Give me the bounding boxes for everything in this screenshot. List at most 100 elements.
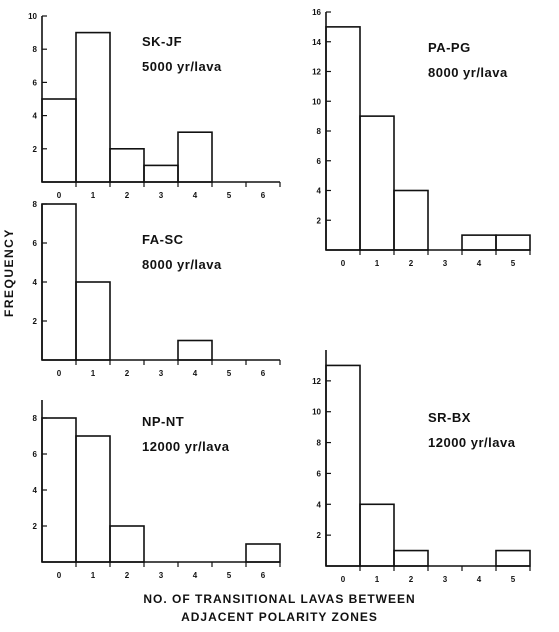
histogram-bar	[75, 435, 111, 563]
x-tick-label: 0	[57, 369, 62, 378]
x-tick-label: 4	[193, 369, 198, 378]
x-tick-label: 3	[159, 369, 164, 378]
histogram-bar	[177, 339, 213, 361]
histogram-bar	[495, 549, 531, 567]
x-tick-label: 4	[477, 575, 482, 584]
annotation-rate: 8000 yr/lava	[142, 257, 222, 272]
histogram-sk-jf: 2 4 6 8 10 0 1 2 3 4 5 6	[28, 12, 281, 200]
histogram-bar	[245, 543, 281, 563]
histogram-bar	[41, 417, 77, 563]
histogram-bar	[325, 364, 361, 567]
y-tick-label: 14	[312, 38, 321, 47]
y-tick-label: 6	[33, 450, 38, 459]
y-tick-label: 8	[33, 200, 38, 209]
histogram-bar	[75, 281, 111, 361]
x-tick-label: 1	[91, 191, 96, 200]
x-tick-label: 1	[91, 369, 96, 378]
x-tick-label: 5	[227, 369, 232, 378]
x-tick-label: 4	[193, 571, 198, 580]
y-tick-label: 10	[312, 408, 321, 417]
x-axis-title-line2: ADJACENT POLARITY ZONES	[181, 610, 378, 624]
histogram-bar	[393, 549, 429, 567]
y-tick-label: 16	[312, 8, 321, 17]
annotation-label: SR-BX	[428, 410, 471, 425]
y-axis-title: FREQUENCY	[2, 228, 16, 317]
y-tick-label: 2	[317, 531, 322, 540]
y-tick-label: 4	[33, 112, 38, 121]
annotation-rate: 12000 yr/lava	[428, 435, 516, 450]
x-tick-label: 3	[443, 575, 448, 584]
x-tick-label: 1	[375, 259, 380, 268]
x-tick-label: 5	[227, 191, 232, 200]
y-tick-label: 4	[317, 500, 322, 509]
x-tick-label: 2	[125, 191, 130, 200]
y-tick-label: 2	[33, 317, 38, 326]
histogram-bar	[393, 189, 429, 251]
x-tick-label: 1	[91, 571, 96, 580]
x-tick-label: 3	[159, 571, 164, 580]
histogram-bar	[495, 234, 531, 251]
histogram-bar	[461, 234, 497, 251]
y-tick-label: 4	[33, 486, 38, 495]
y-tick-label: 2	[33, 522, 38, 531]
histogram-bar	[325, 26, 361, 251]
x-tick-label: 4	[477, 259, 482, 268]
annotation-rate: 8000 yr/lava	[428, 65, 508, 80]
histogram-bar	[109, 148, 145, 183]
histogram-fa-sc: 2 4 6 8 0 1 2 3 4 5 6	[33, 200, 281, 378]
histogram-bar	[109, 525, 145, 563]
x-tick-label: 2	[125, 571, 130, 580]
x-tick-label: 3	[443, 259, 448, 268]
y-tick-label: 8	[317, 439, 322, 448]
x-tick-label: 5	[511, 575, 516, 584]
y-tick-label: 6	[33, 78, 38, 87]
panel-annotation-sr-bx: SR-BX 12000 yr/lava	[428, 410, 515, 450]
histogram-bar	[177, 131, 213, 183]
x-tick-label: 2	[409, 259, 414, 268]
x-tick-label: 6	[261, 369, 266, 378]
x-tick-label: 3	[159, 191, 164, 200]
histogram-np-nt: 2 4 6 8 0 1 2 3 4 5 6	[33, 400, 281, 580]
histogram-bar	[41, 98, 77, 183]
annotation-rate: 5000 yr/lava	[142, 59, 222, 74]
y-tick-label: 6	[33, 239, 38, 248]
y-tick-label: 12	[312, 68, 321, 77]
x-tick-label: 6	[261, 191, 266, 200]
y-tick-label: 8	[33, 414, 38, 423]
x-tick-label: 2	[409, 575, 414, 584]
y-tick-label: 8	[317, 127, 322, 136]
annotation-label: SK-JF	[142, 34, 183, 49]
histogram-bar	[143, 164, 179, 183]
annotation-label: FA-SC	[142, 232, 184, 247]
y-tick-label: 10	[28, 12, 37, 21]
y-tick-label: 6	[317, 469, 322, 478]
annotation-label: PA-PG	[428, 40, 471, 55]
histogram-bar	[75, 31, 111, 183]
x-tick-label: 0	[57, 191, 62, 200]
panel-annotation-np-nt: NP-NT 12000 yr/lava	[142, 414, 229, 454]
y-tick-label: 2	[317, 216, 322, 225]
y-tick-label: 8	[33, 45, 38, 54]
histogram-bar	[359, 503, 395, 567]
annotation-label: NP-NT	[142, 414, 185, 429]
histogram-bar	[41, 203, 77, 361]
x-axis-title-line1: NO. OF TRANSITIONAL LAVAS BETWEEN	[143, 592, 416, 606]
annotation-rate: 12000 yr/lava	[142, 439, 230, 454]
y-tick-label: 10	[312, 97, 321, 106]
x-tick-label: 6	[261, 571, 266, 580]
panel-annotation-pa-pg: PA-PG 8000 yr/lava	[428, 40, 508, 80]
x-tick-label: 5	[511, 259, 516, 268]
x-tick-label: 4	[193, 191, 198, 200]
y-tick-label: 12	[312, 377, 321, 386]
x-tick-label: 0	[57, 571, 62, 580]
y-tick-label: 4	[317, 187, 322, 196]
y-tick-label: 2	[33, 145, 38, 154]
x-tick-label: 2	[125, 369, 130, 378]
x-tick-label: 5	[227, 571, 232, 580]
x-tick-label: 0	[341, 259, 346, 268]
y-tick-label: 4	[33, 278, 38, 287]
x-tick-label: 1	[375, 575, 380, 584]
